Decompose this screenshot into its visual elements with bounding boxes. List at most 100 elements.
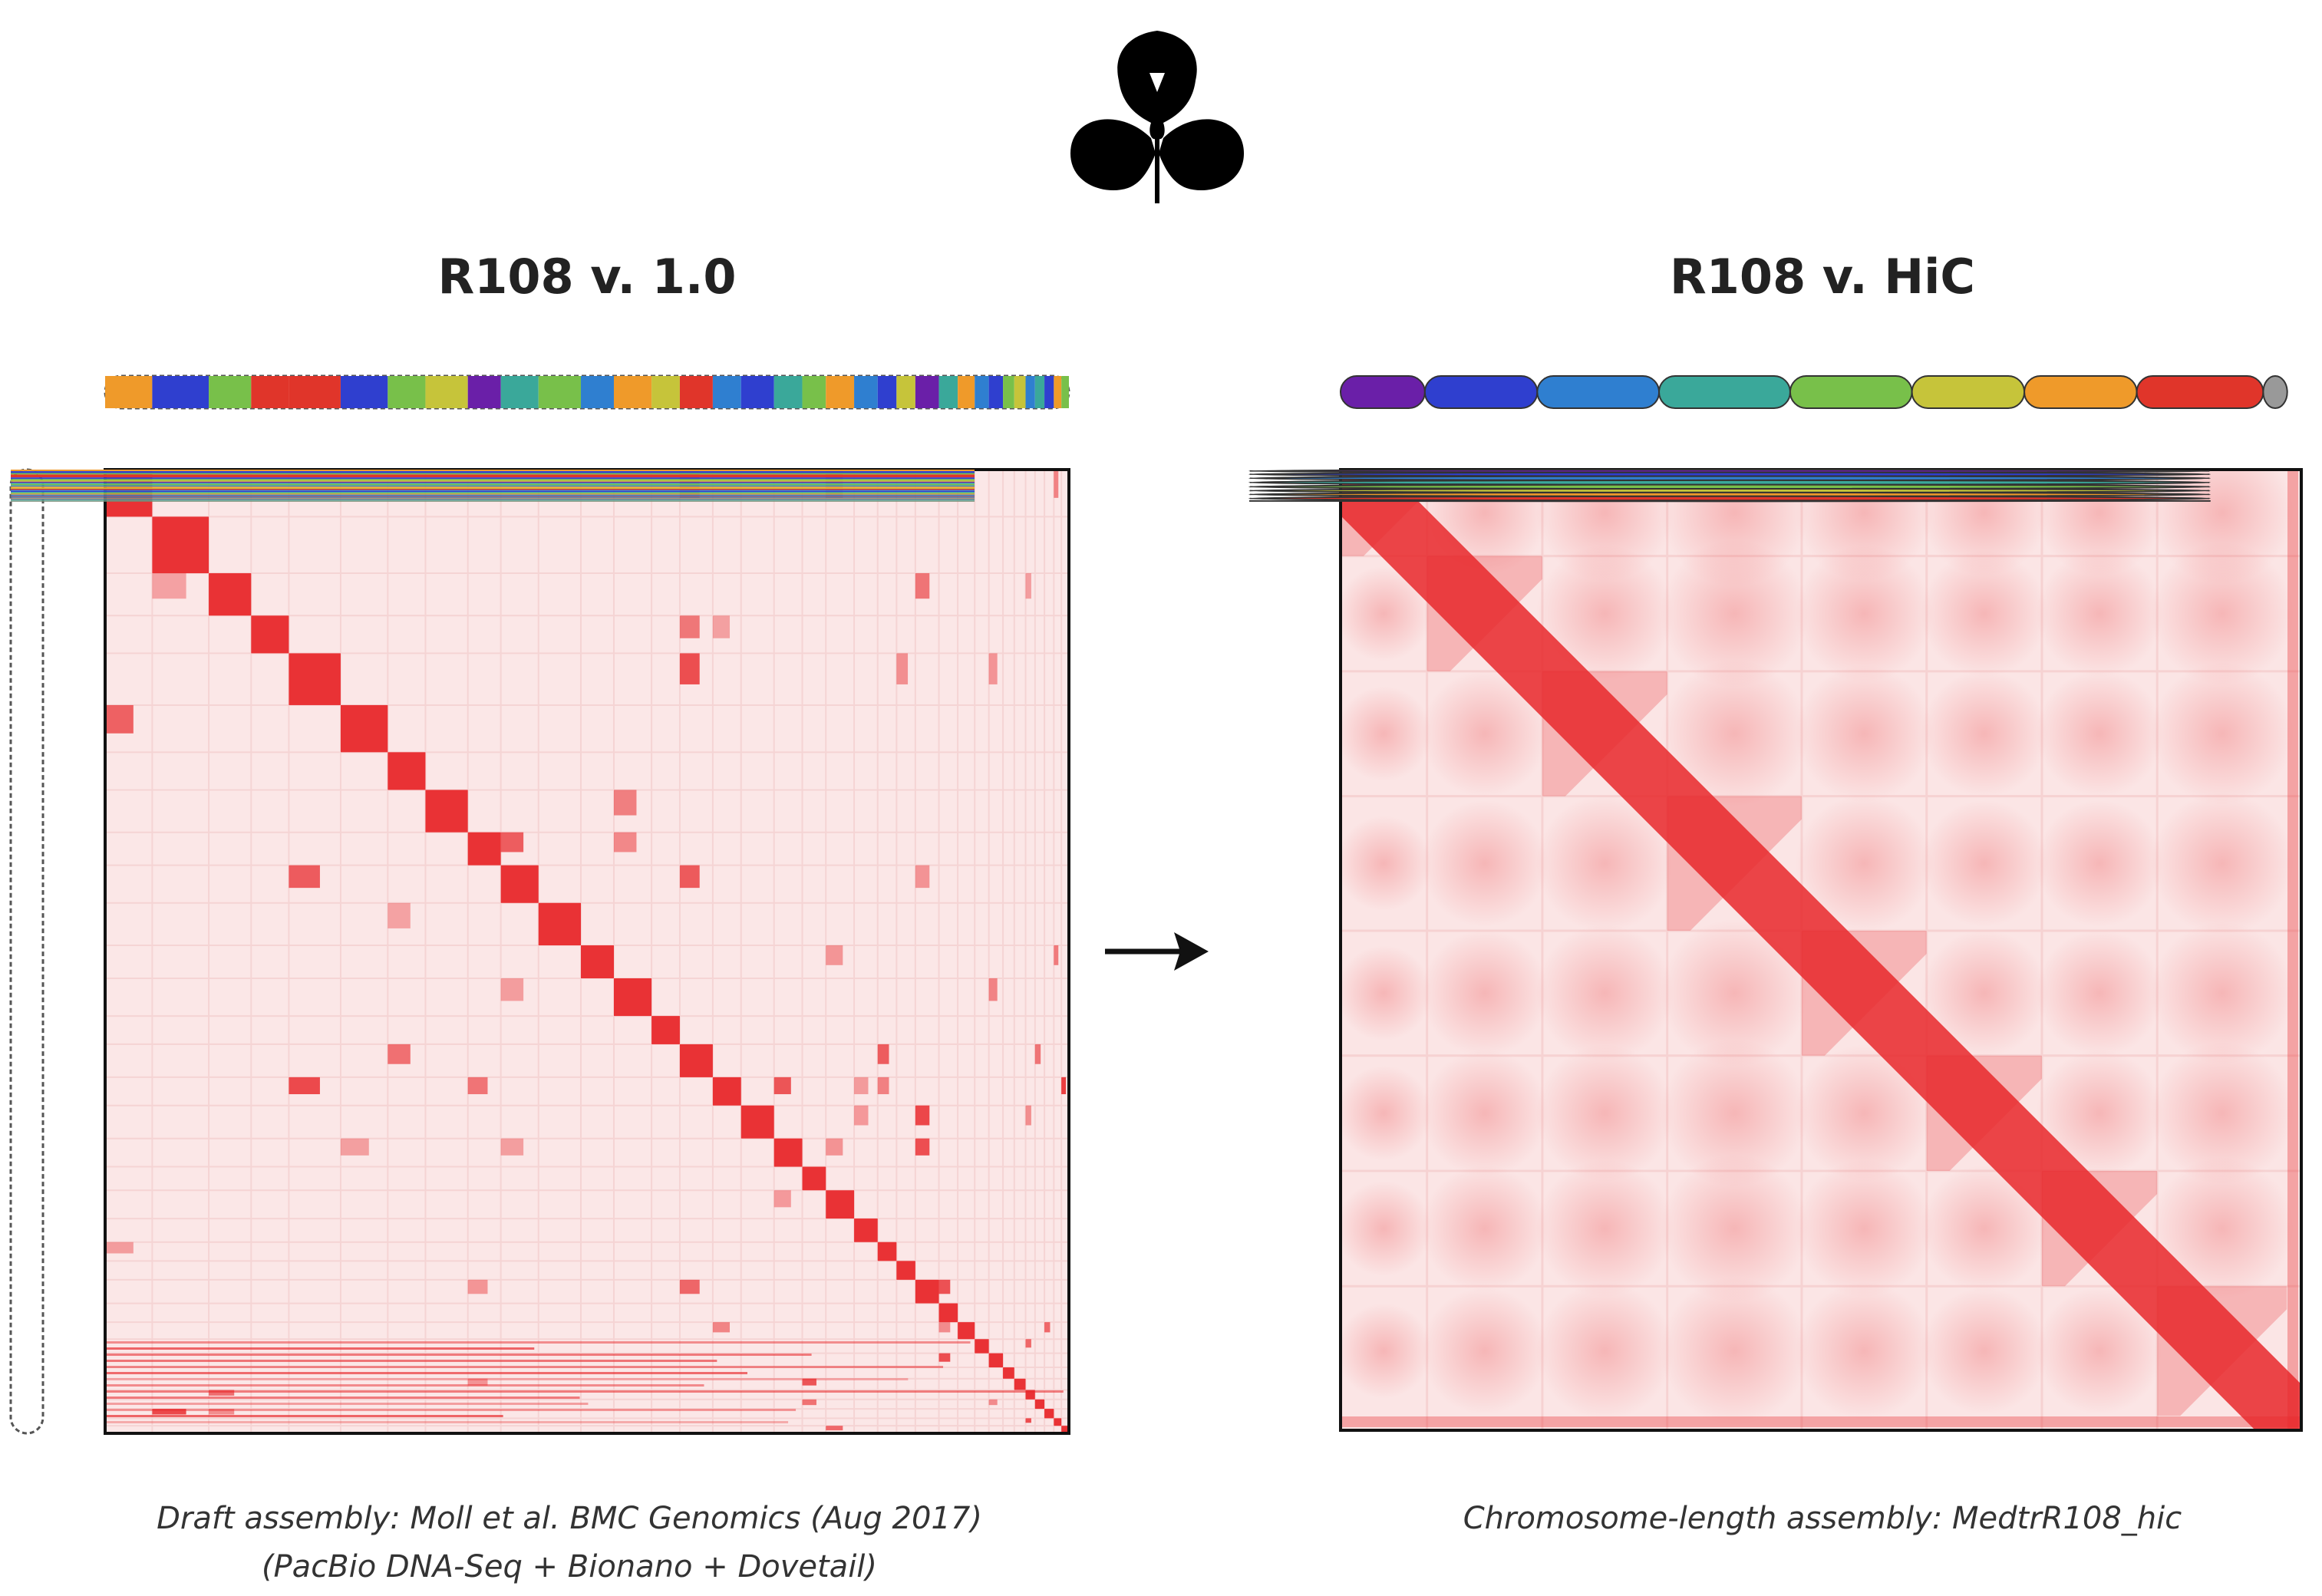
interaction-blob — [1660, 1277, 1809, 1426]
unplaced-strip — [1341, 1416, 2301, 1427]
off-diagonal-contact — [712, 1322, 731, 1333]
interaction-blob — [2150, 662, 2294, 806]
contig-block — [1003, 1367, 1014, 1379]
chromosome-segment — [2262, 375, 2288, 409]
contig-segment — [802, 376, 826, 408]
contig-segment — [11, 483, 975, 484]
interaction-blob — [1921, 929, 2048, 1057]
off-diagonal-contact — [500, 978, 524, 1001]
interaction-blob — [1795, 794, 1933, 932]
contig-segment — [500, 376, 539, 408]
contig-block — [1061, 1426, 1069, 1433]
contig-segment — [1054, 376, 1062, 408]
interaction-blob — [1341, 566, 1432, 661]
off-diagonal-contact — [340, 1138, 369, 1156]
chromosome-segment — [1340, 375, 1426, 409]
interaction-blob — [1421, 929, 1549, 1057]
contig-segment — [938, 376, 958, 408]
interaction-blob — [1421, 1050, 1549, 1177]
contig-block — [425, 790, 468, 833]
chromosome-segment — [2136, 375, 2264, 409]
unplaced-contig-row — [105, 1372, 748, 1374]
left-panel-title: R108 v. 1.0 — [437, 249, 736, 305]
contig-segment — [877, 376, 897, 408]
interaction-blob — [1421, 800, 1549, 927]
interaction-blob — [1535, 545, 1674, 683]
chromosome-segment — [1911, 375, 2026, 409]
contig-block — [251, 615, 289, 654]
contig-segment — [740, 376, 774, 408]
left-caption-line1: Draft assembly: Moll et al. BMC Genomics… — [157, 1501, 982, 1536]
off-diagonal-contact — [877, 1044, 889, 1064]
off-diagonal-contact — [679, 653, 700, 684]
contig-block — [500, 865, 539, 903]
off-diagonal-contact — [467, 1077, 488, 1095]
chromosome-segment — [1423, 375, 1539, 409]
off-diagonal-contact — [915, 1138, 930, 1156]
unplaced-contig-row — [105, 1347, 535, 1350]
interaction-blob — [1795, 545, 1933, 683]
interaction-blob — [1341, 945, 1432, 1041]
off-diagonal-contact — [773, 1077, 791, 1095]
contig-segment — [1034, 376, 1045, 408]
interaction-blob — [1660, 1039, 1809, 1188]
interaction-blob — [1795, 1282, 1933, 1420]
interaction-blob — [2036, 1288, 2163, 1415]
unplaced-contig-row — [105, 1390, 1064, 1393]
off-diagonal-contact — [854, 1105, 869, 1126]
contig-segment — [11, 476, 975, 478]
contig-segment — [896, 376, 915, 408]
contig-segment — [11, 494, 975, 496]
contig-segment — [11, 498, 975, 499]
chromosome-segment — [1789, 375, 1913, 409]
contig-segment — [1014, 376, 1026, 408]
left-contig-bar-vertical — [9, 468, 975, 1435]
contig-segment — [11, 479, 975, 480]
contig-segment — [11, 483, 975, 486]
contig-segment — [340, 376, 388, 408]
off-diagonal-contact — [209, 1409, 235, 1415]
off-diagonal-contact — [467, 1378, 488, 1386]
interaction-blob — [1660, 1154, 1809, 1303]
contig-segment — [538, 376, 582, 408]
right-contact-map — [1339, 468, 2303, 1432]
contig-segment — [915, 376, 939, 408]
contig-segment — [11, 489, 975, 490]
interaction-blob — [1921, 550, 2048, 678]
off-diagonal-contact — [152, 573, 186, 599]
contact-diagonal — [1341, 470, 2301, 1430]
off-diagonal-contact — [915, 865, 930, 889]
interaction-blob — [2036, 929, 2163, 1057]
off-diagonal-contact — [988, 978, 998, 1001]
contig-segment — [388, 376, 426, 408]
right-panel-title: R108 v. HiC — [1670, 249, 1975, 305]
contig-segment — [11, 471, 975, 473]
off-diagonal-contact — [1025, 1105, 1031, 1126]
contig-segment — [425, 376, 468, 408]
off-diagonal-contact — [467, 1279, 488, 1294]
interaction-blob — [2150, 542, 2294, 685]
contig-segment — [11, 497, 975, 499]
off-diagonal-contact — [679, 1279, 700, 1294]
interaction-blob — [1795, 1159, 1933, 1298]
off-diagonal-contact — [613, 790, 637, 816]
off-diagonal-contact — [289, 865, 320, 889]
off-diagonal-contact — [988, 653, 998, 684]
off-diagonal-contact — [1061, 1077, 1067, 1095]
left-contig-bar-horizontal — [104, 374, 1070, 410]
off-diagonal-contact — [388, 902, 411, 928]
chromosome-block — [1427, 556, 1542, 671]
off-diagonal-contact — [826, 1138, 843, 1156]
off-diagonal-contact — [802, 1399, 816, 1406]
contig-block — [388, 752, 426, 790]
contig-segment — [773, 376, 803, 408]
chromosome-block — [1801, 930, 1927, 1056]
contig-segment — [613, 376, 652, 408]
chromosome-block — [1926, 1055, 2042, 1171]
unplaced-contig-row — [105, 1415, 503, 1417]
right-arrow-icon — [1105, 932, 1209, 971]
unplaced-contig-row — [105, 1378, 909, 1380]
contig-segment — [11, 477, 975, 480]
interaction-blob — [1421, 670, 1549, 797]
